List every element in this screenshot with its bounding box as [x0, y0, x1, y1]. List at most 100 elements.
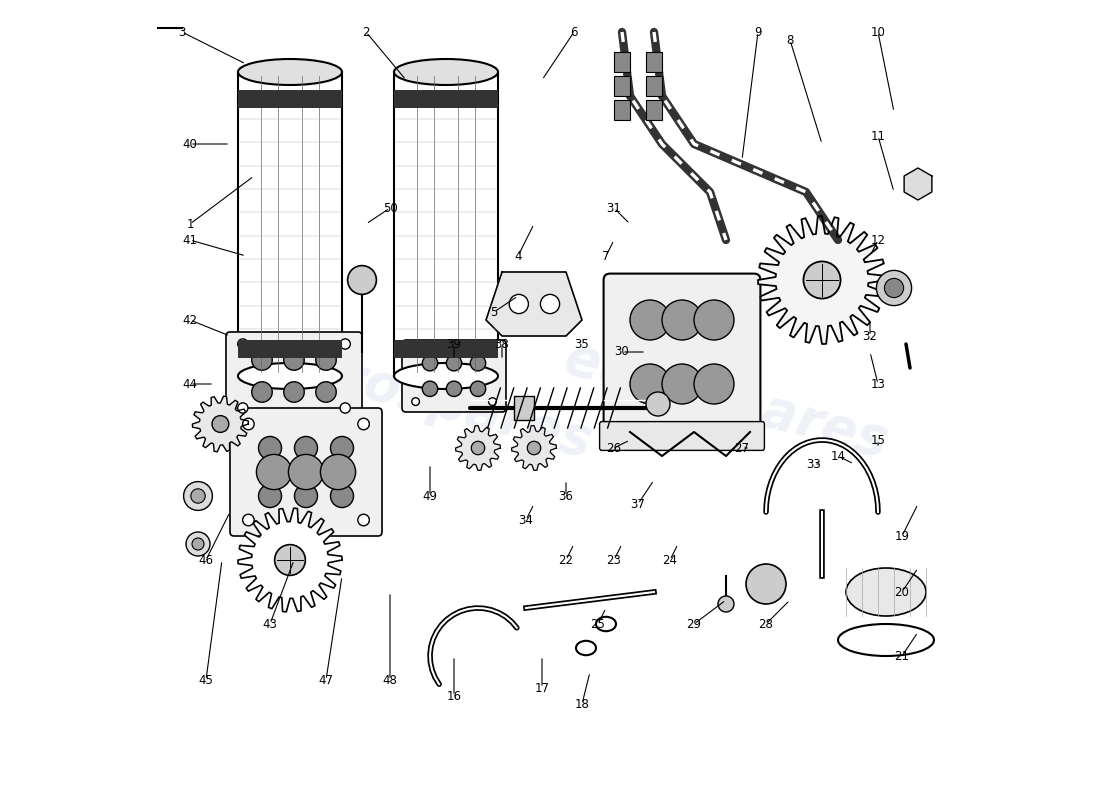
Text: 45: 45 — [199, 674, 213, 686]
Text: 10: 10 — [870, 26, 886, 38]
Text: 37: 37 — [630, 498, 646, 510]
Circle shape — [509, 294, 528, 314]
Text: 19: 19 — [894, 530, 910, 542]
Circle shape — [447, 355, 462, 371]
Text: 39: 39 — [447, 338, 461, 350]
Circle shape — [316, 382, 337, 402]
Circle shape — [471, 442, 485, 454]
Circle shape — [358, 514, 370, 526]
Polygon shape — [904, 168, 932, 200]
Bar — [646, 76, 662, 96]
Circle shape — [330, 485, 353, 507]
Text: 32: 32 — [862, 330, 878, 342]
Text: 42: 42 — [183, 314, 198, 326]
Bar — [238, 72, 342, 376]
Ellipse shape — [238, 363, 342, 389]
Bar — [614, 76, 630, 96]
Text: 44: 44 — [183, 378, 198, 390]
Circle shape — [884, 278, 903, 298]
Text: eurospares: eurospares — [559, 332, 893, 468]
Circle shape — [284, 350, 305, 370]
Text: 1: 1 — [186, 218, 194, 230]
Circle shape — [540, 294, 560, 314]
Circle shape — [258, 485, 282, 507]
Circle shape — [527, 442, 541, 454]
Circle shape — [447, 381, 462, 397]
Text: 34: 34 — [518, 514, 534, 526]
Text: 2: 2 — [362, 26, 370, 38]
Circle shape — [340, 339, 350, 349]
Bar — [394, 72, 498, 376]
Polygon shape — [455, 426, 500, 470]
Bar — [514, 396, 534, 420]
Text: 12: 12 — [870, 234, 886, 246]
Circle shape — [256, 454, 292, 490]
Text: 33: 33 — [806, 458, 822, 470]
Bar — [646, 100, 662, 120]
Text: 23: 23 — [606, 554, 621, 566]
Circle shape — [358, 418, 370, 430]
Text: 22: 22 — [559, 554, 573, 566]
Text: 36: 36 — [559, 490, 573, 502]
Circle shape — [411, 346, 419, 354]
Circle shape — [471, 355, 486, 371]
Text: 25: 25 — [591, 618, 605, 630]
Polygon shape — [238, 508, 342, 612]
Circle shape — [284, 382, 305, 402]
Text: 31: 31 — [606, 202, 621, 214]
Text: 16: 16 — [447, 690, 462, 702]
Circle shape — [275, 545, 306, 575]
Ellipse shape — [846, 568, 926, 616]
Circle shape — [184, 482, 212, 510]
Bar — [394, 339, 498, 358]
Text: 48: 48 — [383, 674, 397, 686]
Circle shape — [212, 416, 229, 432]
Circle shape — [320, 454, 355, 490]
Text: 4: 4 — [515, 250, 521, 262]
Circle shape — [662, 300, 702, 340]
Text: 20: 20 — [894, 586, 910, 598]
Ellipse shape — [394, 59, 498, 85]
Text: 41: 41 — [183, 234, 198, 246]
Circle shape — [192, 538, 204, 550]
Ellipse shape — [238, 59, 342, 85]
Circle shape — [646, 392, 670, 416]
Circle shape — [662, 364, 702, 404]
Ellipse shape — [394, 363, 498, 389]
FancyBboxPatch shape — [402, 340, 506, 412]
Text: 18: 18 — [574, 698, 590, 710]
Text: 49: 49 — [422, 490, 438, 502]
Text: 11: 11 — [870, 130, 886, 142]
Circle shape — [330, 437, 353, 459]
Bar — [394, 90, 498, 109]
Circle shape — [694, 364, 734, 404]
Text: 30: 30 — [615, 346, 629, 358]
Circle shape — [252, 350, 272, 370]
Text: 26: 26 — [606, 442, 621, 454]
Circle shape — [422, 381, 438, 397]
Circle shape — [488, 346, 496, 354]
Circle shape — [258, 437, 282, 459]
Bar — [646, 52, 662, 72]
Polygon shape — [758, 216, 886, 344]
Circle shape — [422, 355, 438, 371]
Circle shape — [243, 418, 254, 430]
Text: 46: 46 — [198, 554, 213, 566]
Circle shape — [694, 300, 734, 340]
Circle shape — [288, 454, 323, 490]
Circle shape — [630, 364, 670, 404]
Text: 28: 28 — [759, 618, 773, 630]
Circle shape — [243, 514, 254, 526]
Text: 38: 38 — [495, 338, 509, 350]
Polygon shape — [512, 426, 557, 470]
Text: 35: 35 — [574, 338, 590, 350]
Circle shape — [190, 489, 206, 503]
Circle shape — [471, 381, 486, 397]
Circle shape — [186, 532, 210, 556]
Text: 14: 14 — [830, 450, 846, 462]
FancyBboxPatch shape — [600, 422, 764, 450]
Circle shape — [238, 403, 248, 413]
Bar — [238, 90, 342, 109]
Text: 5: 5 — [491, 306, 497, 318]
Text: 6: 6 — [570, 26, 578, 38]
